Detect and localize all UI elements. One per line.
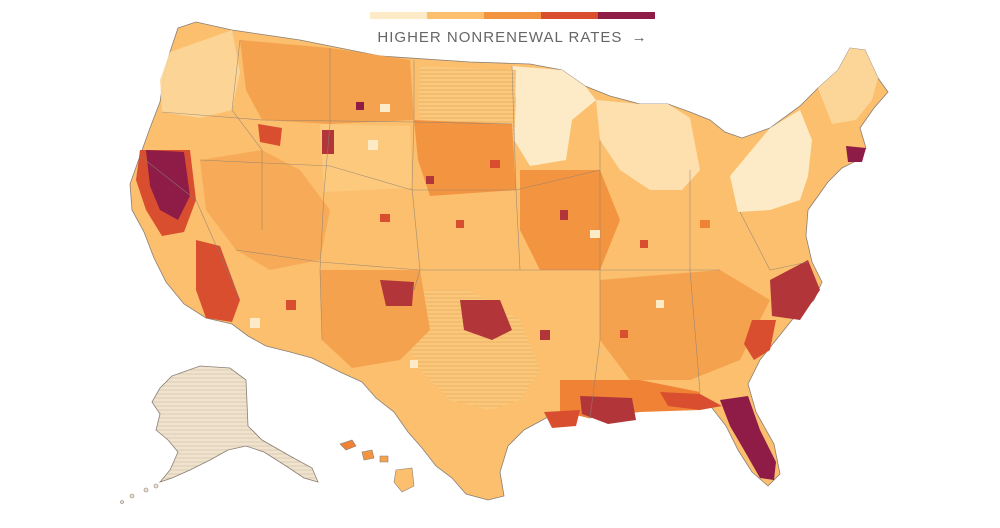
hawaii (339, 439, 415, 493)
state-borders (139, 39, 809, 419)
region-wisconsin-michigan (596, 100, 700, 190)
map-legend: HIGHER NONRENEWAL RATES → (370, 12, 655, 46)
region-idaho-patch (258, 124, 282, 146)
aleutian-islands (120, 483, 159, 504)
region-minnesota (512, 66, 596, 166)
legend-swatch-4 (541, 12, 598, 19)
region-new-mexico-north (380, 280, 414, 306)
region-florida-panhandle (660, 392, 722, 410)
legend-label-row: HIGHER NONRENEWAL RATES → (370, 29, 655, 46)
region-florida (720, 396, 776, 480)
region-north-carolina (770, 260, 820, 320)
alaska (151, 365, 319, 483)
region-south-carolina-coast (744, 320, 776, 360)
region-montana-patch (322, 130, 334, 154)
region-louisiana-coast (580, 396, 636, 424)
county-dots (250, 102, 710, 368)
region-pacific-northwest (160, 30, 240, 118)
region-texas-gulf-coast (544, 410, 580, 428)
legend-swatch-1 (370, 12, 427, 19)
region-southeast (600, 270, 770, 380)
region-oklahoma-core (460, 300, 512, 340)
arrow-right-icon: → (631, 29, 648, 46)
region-new-york-pennsylvania (730, 110, 812, 212)
region-massachusetts (846, 146, 866, 162)
legend-color-scale (370, 12, 655, 19)
region-dakotas (414, 120, 516, 196)
region-mountain-west (200, 150, 330, 270)
region-california-south (196, 240, 240, 322)
region-california-core (146, 150, 190, 220)
region-midwest (520, 170, 620, 270)
region-wyoming (320, 124, 412, 192)
legend-swatch-2 (427, 12, 484, 19)
contiguous-us-base (129, 21, 889, 501)
region-montana (240, 40, 414, 124)
region-new-england (818, 48, 878, 124)
legend-swatch-5 (598, 12, 655, 19)
legend-swatch-3 (484, 12, 541, 19)
legend-label: HIGHER NONRENEWAL RATES (377, 29, 623, 46)
